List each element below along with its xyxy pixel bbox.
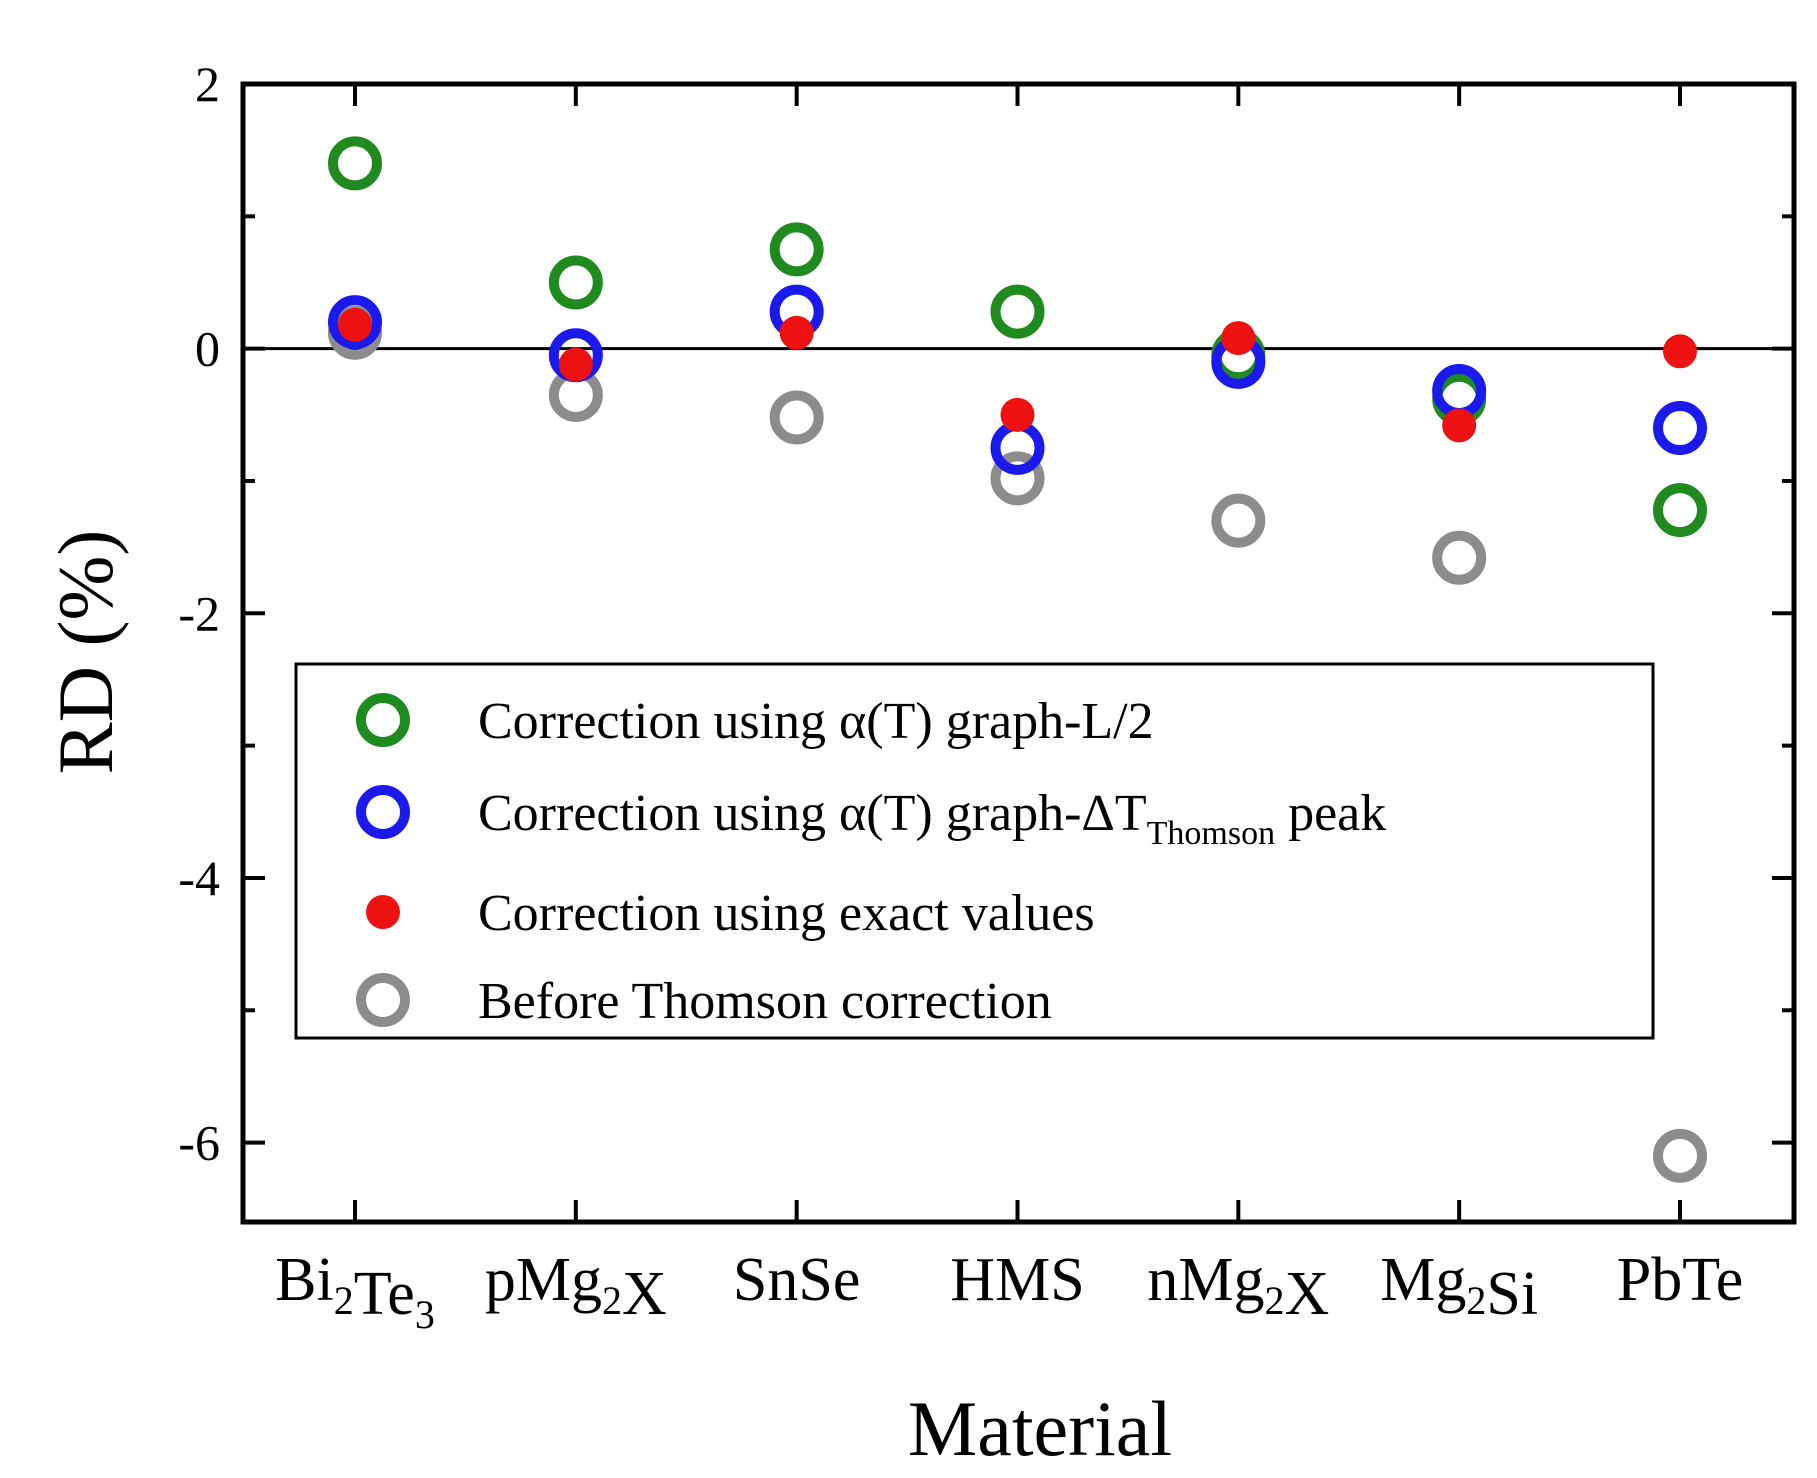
legend-label: Correction using α(T) graph-L/2	[478, 693, 1154, 750]
legend-box	[294, 662, 1655, 1040]
legend: Correction using α(T) graph-L/2 Correctio…	[294, 662, 1655, 1040]
data-point	[990, 420, 1045, 475]
data-point	[769, 222, 824, 277]
series-2	[338, 307, 1697, 443]
data-point	[1000, 397, 1035, 432]
x-axis-title: Material	[908, 1385, 1172, 1472]
data-point	[328, 295, 382, 350]
x-category-label: SnSe	[733, 1246, 860, 1314]
legend-entry: Correction using exact values	[366, 885, 1095, 942]
legend-label: Correction using exact values	[478, 885, 1095, 942]
data-point	[1432, 530, 1487, 585]
data-point	[1653, 483, 1707, 538]
series-1	[328, 284, 1707, 475]
x-axis-category-labels: Bi2Te3 pMg2X SnSe HMS nMg2X Mg2Si PbTe	[275, 1246, 1743, 1337]
data-point	[1663, 334, 1697, 369]
data-point	[990, 451, 1045, 506]
data-point	[328, 136, 382, 191]
x-category-label: pMg2X	[485, 1246, 667, 1328]
x-category-label: HMS	[950, 1246, 1084, 1314]
legend-entry: Correction using α(T) graph-L/2	[356, 693, 1154, 750]
data-point	[1653, 1128, 1707, 1183]
legend-label: Before Thomson correction	[478, 973, 1052, 1030]
legend-marker	[366, 895, 400, 929]
legend-label: Correction using α(T) graph-ΔTThomson pe…	[478, 785, 1386, 852]
y-tick-label: -6	[178, 1115, 220, 1171]
x-category-label: PbTe	[1617, 1246, 1744, 1314]
data-point	[1211, 493, 1266, 548]
data-point	[769, 390, 824, 445]
legend-entry: Before Thomson correction	[356, 973, 1052, 1030]
data-point	[548, 255, 603, 310]
y-axis-ticks: 2 0 -2 -4 -6	[178, 56, 1794, 1222]
data-point	[338, 307, 372, 342]
data-point	[558, 347, 593, 382]
y-tick-label: 2	[195, 56, 220, 112]
legend-entry: Correction using α(T) graph-ΔTThomson pe…	[356, 785, 1386, 852]
data-point	[990, 284, 1045, 339]
data-point	[779, 315, 814, 350]
y-tick-label: -2	[178, 585, 220, 641]
y-tick-label: 0	[195, 321, 220, 377]
data-series	[328, 136, 1707, 1183]
y-tick-label: -4	[178, 850, 220, 906]
legend-marker	[356, 693, 410, 747]
x-category-label: Mg2Si	[1380, 1246, 1538, 1328]
legend-marker	[356, 973, 410, 1027]
data-point	[1221, 321, 1256, 356]
y-axis-title: RD (%)	[42, 530, 129, 775]
x-category-label: nMg2X	[1147, 1246, 1329, 1328]
x-category-label: Bi2Te3	[275, 1246, 435, 1337]
legend-marker	[356, 785, 410, 839]
data-point	[1442, 408, 1477, 443]
plot-frame	[240, 81, 1797, 1225]
data-point	[1653, 401, 1707, 456]
